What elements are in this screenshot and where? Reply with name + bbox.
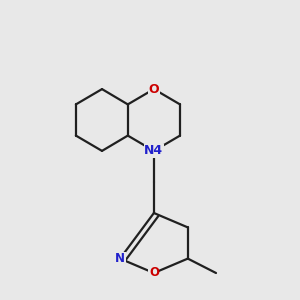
- Text: O: O: [148, 82, 159, 96]
- Text: N: N: [115, 252, 125, 265]
- Text: N4: N4: [144, 144, 164, 158]
- Text: O: O: [149, 266, 159, 280]
